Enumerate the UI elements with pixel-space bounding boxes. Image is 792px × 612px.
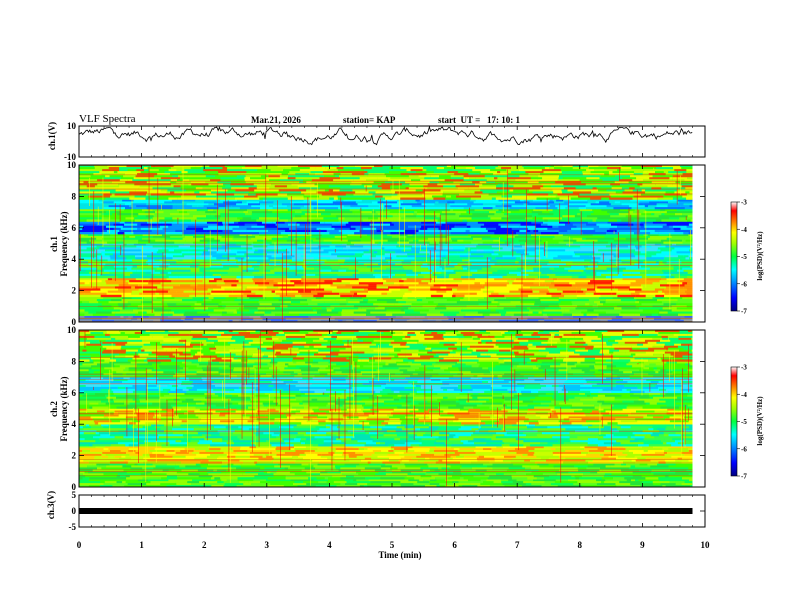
ch2-colorbar: -3 -4 -5 -6 -7 log(PSD)(V²/Hz) bbox=[730, 364, 764, 481]
time-tick-label: 7 bbox=[515, 540, 520, 550]
time-tick-label: 1 bbox=[139, 540, 144, 550]
ch1-spectrogram-title: ch.1 bbox=[49, 236, 59, 252]
ch1-spectrogram-yticks: 0 2 4 6 8 10 bbox=[67, 160, 705, 327]
ch1-yticks: 10 -10 bbox=[64, 121, 705, 162]
colorbar-tick-label: -7 bbox=[741, 308, 747, 316]
colorbar-tick-label: -3 bbox=[741, 199, 747, 207]
y-tick-label: 0 bbox=[72, 506, 77, 516]
ch2-spectrogram-title: ch.2 bbox=[49, 401, 59, 417]
colorbar-tick-label: -5 bbox=[741, 253, 747, 261]
y-tick-label: 2 bbox=[72, 286, 77, 296]
colorbar-tick-label: -4 bbox=[741, 226, 747, 234]
y-tick-label: -5 bbox=[69, 522, 77, 532]
time-tick-label: 8 bbox=[578, 540, 583, 550]
time-tick-label: 6 bbox=[452, 540, 457, 550]
ch1-ylabel: ch.1(V) bbox=[47, 122, 57, 150]
time-tick-label: 4 bbox=[327, 540, 332, 550]
ch2-colorbar-label: log(PSD)(V²/Hz) bbox=[756, 396, 764, 446]
ch3-yticks: 5 0 -5 bbox=[69, 490, 705, 532]
ch1-spectrogram-panel: 0 2 4 6 8 10 ch.1 Frequency (kHz) bbox=[49, 160, 706, 327]
y-tick-label: 4 bbox=[72, 419, 77, 429]
time-tick-label: 10 bbox=[701, 540, 711, 550]
date-label: Mar.21, 2026 bbox=[251, 115, 301, 125]
colorbar-tick-label: -7 bbox=[741, 473, 747, 481]
y-tick-label: 0 bbox=[72, 482, 77, 492]
colorbar-tick-label: -6 bbox=[741, 445, 747, 453]
time-axis: 0 1 2 3 4 5 6 7 8 9 10 bbox=[77, 126, 710, 550]
y-tick-label: 10 bbox=[67, 121, 77, 131]
start-time-label: start UT = 17: 10: 1 bbox=[438, 115, 520, 125]
y-tick-label: 6 bbox=[72, 388, 77, 398]
ch3-ylabel: ch.3(V) bbox=[46, 491, 56, 519]
y-tick-label: 10 bbox=[67, 325, 77, 335]
ch2-spectrogram-panel: 0 2 4 6 8 10 ch.2 Frequency (kHz) bbox=[49, 325, 706, 492]
time-tick-label: 2 bbox=[202, 540, 207, 550]
ch1-colorbar: -3 -4 -5 -6 -7 log(PSD)(V²/Hz) bbox=[730, 199, 764, 316]
y-tick-label: -10 bbox=[64, 152, 76, 162]
time-tick-label: 3 bbox=[265, 540, 270, 550]
y-tick-label: 4 bbox=[72, 254, 77, 264]
colorbar-tick-label: -6 bbox=[741, 280, 747, 288]
time-tick-label: 0 bbox=[77, 540, 82, 550]
station-label: station= KAP bbox=[343, 115, 396, 125]
ch2-colorbar-ticks: -3 -4 -5 -6 -7 bbox=[737, 364, 747, 481]
colorbar-tick-label: -3 bbox=[741, 364, 747, 372]
y-tick-label: 8 bbox=[72, 191, 77, 201]
ch3-waveform-trace bbox=[79, 508, 693, 514]
ch1-colorbar-ticks: -3 -4 -5 -6 -7 bbox=[737, 199, 747, 316]
ch2-frequency-label: Frequency (kHz) bbox=[59, 376, 69, 441]
ch1-colorbar-label: log(PSD)(V²/Hz) bbox=[756, 231, 764, 281]
time-tick-label: 9 bbox=[640, 540, 645, 550]
time-tick-label: 5 bbox=[390, 540, 395, 550]
ch1-waveform-trace bbox=[78, 125, 693, 146]
time-axis-label: Time (min) bbox=[378, 550, 421, 560]
y-tick-label: 2 bbox=[72, 451, 77, 461]
y-tick-label: 6 bbox=[72, 223, 77, 233]
y-tick-label: 0 bbox=[72, 317, 77, 327]
y-tick-label: 10 bbox=[67, 160, 77, 170]
y-tick-label: 8 bbox=[72, 356, 77, 366]
y-tick-label: 5 bbox=[72, 490, 77, 500]
chart-title: VLF Spectra bbox=[79, 113, 136, 125]
ch1-frequency-label: Frequency (kHz) bbox=[59, 211, 69, 276]
ch2-spectrogram-yticks: 0 2 4 6 8 10 bbox=[67, 325, 705, 492]
ch1-spectrogram-image bbox=[79, 165, 705, 323]
ch1-waveform-panel: 10 -10 ch.1(V) bbox=[47, 121, 706, 162]
ch2-spectrogram-image bbox=[79, 330, 705, 488]
ch3-waveform-panel: 5 0 -5 ch.3(V) bbox=[46, 490, 706, 532]
colorbar-tick-label: -5 bbox=[741, 418, 747, 426]
colorbar-tick-label: -4 bbox=[741, 391, 747, 399]
